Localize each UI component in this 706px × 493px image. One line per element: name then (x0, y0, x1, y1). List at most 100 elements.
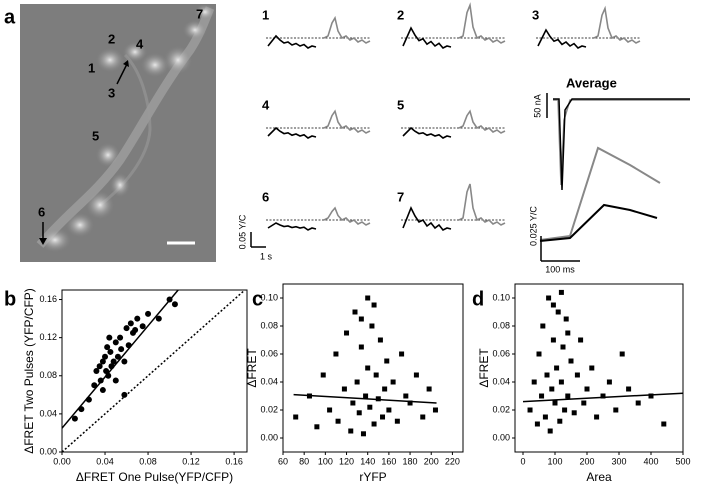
data-point (96, 363, 103, 370)
x-tick-label: 200 (579, 456, 594, 466)
x-tick-label: 80 (299, 456, 309, 466)
trace-label: 3 (532, 7, 539, 22)
data-point (386, 407, 392, 413)
data-point (549, 386, 555, 392)
panel-letter: d (472, 288, 484, 310)
data-point (544, 372, 550, 378)
data-point (348, 428, 354, 434)
x-tick-label: 200 (424, 456, 439, 466)
data-point (560, 344, 566, 350)
data-point (71, 415, 78, 422)
x-tick-label: 100 (547, 456, 562, 466)
data-point (558, 289, 564, 295)
panel-letter: a (4, 6, 16, 28)
data-point (578, 337, 584, 343)
data-point (139, 323, 146, 330)
trace-two-pulses (323, 15, 371, 44)
trace-two-pulses (593, 5, 641, 44)
y-tick-label: 0.02 (492, 404, 510, 414)
trace-two-pulses (458, 109, 506, 134)
data-point (542, 414, 548, 420)
panel-letter: c (252, 288, 263, 310)
trace-one-pulse (267, 34, 317, 49)
x-tick-label: 0.12 (182, 456, 200, 466)
cell-label: 1 (88, 60, 95, 75)
data-point (106, 334, 113, 341)
scale-label: 100 ms (545, 264, 575, 274)
trace-one-pulse (537, 28, 587, 49)
scale-label: 0.025 Y/C (528, 206, 538, 246)
data-point (341, 386, 347, 392)
data-point (320, 372, 326, 378)
trace-label: 1 (262, 7, 269, 22)
data-point (104, 344, 111, 351)
data-point (547, 428, 553, 434)
data-point (91, 382, 98, 389)
data-point (619, 351, 625, 357)
data-point (584, 386, 590, 392)
data-point (550, 302, 556, 308)
y-axis-label: ΔFRET (477, 348, 491, 388)
y-axis-label: ΔFRET (245, 348, 259, 388)
data-point (380, 414, 386, 420)
y-tick-label: 0.08 (492, 320, 510, 330)
data-point (375, 396, 381, 402)
data-point (352, 309, 358, 315)
y-tick-label: 0.10 (260, 292, 278, 302)
data-point (333, 351, 339, 357)
data-point (565, 393, 571, 399)
trace-one-pulse (267, 222, 317, 231)
data-point (536, 351, 542, 357)
data-point (534, 421, 540, 427)
data-point (367, 404, 373, 410)
data-point (581, 400, 587, 406)
data-point (314, 424, 320, 430)
x-tick-label: 0.00 (53, 456, 71, 466)
data-point (613, 407, 619, 413)
data-point (540, 323, 546, 329)
data-point (354, 379, 360, 385)
trace-two-pulses (323, 109, 371, 134)
average-title: Average (566, 75, 617, 90)
y-tick-label: 0.08 (260, 320, 278, 330)
data-point (377, 337, 383, 343)
data-point (112, 339, 119, 346)
y-tick-label: 0.06 (260, 348, 278, 358)
data-point (363, 393, 369, 399)
data-point (356, 410, 362, 416)
y-tick-label: 0.00 (39, 446, 57, 456)
cell-label: 2 (108, 31, 115, 46)
data-point (432, 407, 438, 413)
data-point (550, 337, 556, 343)
average-traces (250, 93, 690, 262)
data-point (123, 325, 130, 332)
trace-label: 6 (262, 189, 269, 204)
data-point (606, 379, 612, 385)
scale-label: 50 nA (532, 94, 542, 118)
data-point (661, 421, 667, 427)
trace-label: 5 (397, 97, 404, 112)
x-tick-label: 140 (360, 456, 375, 466)
scale-label: 0.05 Y/C (237, 214, 247, 249)
data-point (558, 379, 564, 385)
data-point (420, 414, 426, 420)
x-tick-label: 60 (278, 456, 288, 466)
data-point (344, 330, 350, 336)
data-point (99, 387, 106, 394)
data-point (103, 368, 110, 374)
y-tick-label: 0.00 (492, 432, 510, 442)
x-tick-label: 100 (318, 456, 333, 466)
data-point (121, 358, 128, 365)
cell-label: 4 (136, 36, 144, 51)
data-point (407, 400, 413, 406)
y-tick-label: 0.04 (492, 376, 510, 386)
fit-line (522, 392, 683, 403)
data-point (121, 391, 128, 398)
y-tick-label: 0.06 (492, 348, 510, 358)
trace-two-pulses (323, 206, 371, 226)
y-tick-label: 0.02 (260, 404, 278, 414)
fit-line (62, 290, 179, 429)
y-axis-label: ΔFRET Two Pulses (YFP/CFP) (22, 288, 36, 454)
data-point (539, 393, 545, 399)
